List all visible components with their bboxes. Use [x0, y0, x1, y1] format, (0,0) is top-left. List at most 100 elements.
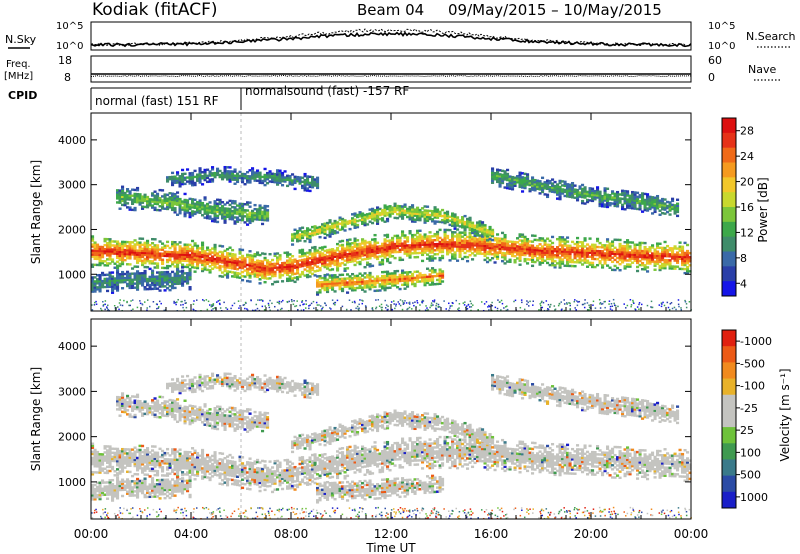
power-cell — [331, 224, 335, 227]
power-cell — [143, 257, 147, 261]
power-cell — [338, 252, 342, 255]
power-cell — [581, 253, 585, 256]
power-cell — [128, 198, 132, 201]
power-cell — [673, 255, 677, 258]
power-cell — [391, 242, 395, 246]
power-cell — [418, 241, 422, 245]
power-cell — [273, 280, 277, 284]
power-cell — [473, 250, 477, 253]
power-cell — [246, 279, 250, 283]
power-cell — [421, 215, 425, 218]
power-cell — [106, 242, 110, 245]
power-speckle — [470, 302, 473, 305]
power-cell — [323, 224, 327, 227]
power-cell — [451, 224, 455, 227]
power-cell — [596, 239, 600, 243]
power-speckle — [539, 304, 542, 307]
power-cell — [496, 243, 500, 246]
power-cell — [213, 220, 217, 223]
power-cell — [533, 234, 537, 238]
power-cell — [413, 220, 417, 223]
power-cell — [338, 264, 342, 267]
power-cell — [346, 238, 350, 242]
power-cell — [126, 248, 130, 252]
power-cell — [358, 260, 362, 264]
power-cell — [498, 183, 502, 186]
power-cell — [298, 275, 302, 278]
power-cell — [471, 242, 475, 245]
power-cell — [213, 218, 217, 221]
power-cell — [298, 249, 302, 252]
power-cell — [521, 239, 525, 242]
power-cell — [323, 284, 327, 288]
power-cell — [308, 236, 312, 240]
power-cell — [451, 222, 455, 225]
power-cell — [501, 241, 505, 245]
power-cell — [173, 255, 177, 258]
power-cell — [231, 259, 235, 262]
power-cell — [633, 249, 637, 252]
power-cell — [256, 216, 260, 219]
power-cell — [416, 235, 420, 239]
power-cell — [481, 227, 485, 230]
power-cell — [441, 280, 445, 283]
power-cell — [401, 277, 405, 280]
power-cell — [111, 240, 115, 243]
power-speckle — [146, 307, 148, 309]
power-cell — [316, 228, 320, 231]
power-cell — [513, 242, 517, 246]
power-cell — [366, 261, 370, 264]
power-cell — [353, 239, 357, 242]
power-speckle — [563, 303, 566, 305]
power-cell — [503, 176, 507, 179]
power-cell — [141, 249, 145, 253]
power-cell — [198, 257, 202, 260]
power-cell — [313, 184, 317, 187]
power-cell — [443, 234, 447, 238]
power-cell — [341, 253, 345, 257]
power-cell — [598, 262, 602, 265]
power-cell — [578, 249, 582, 252]
power-cell — [381, 283, 385, 286]
power-cell — [163, 193, 167, 196]
power-cell — [508, 179, 512, 182]
power-cell — [491, 179, 495, 182]
power-cell — [418, 274, 422, 277]
power-cell — [351, 248, 355, 251]
power-cell — [218, 254, 222, 258]
power-cell — [298, 235, 302, 238]
power-cell — [291, 271, 295, 274]
power-cell — [631, 255, 635, 258]
power-speckle — [299, 304, 301, 307]
power-cell — [336, 263, 340, 266]
power-cell — [428, 255, 432, 258]
power-cell — [191, 251, 195, 255]
power-cell — [688, 270, 692, 273]
power-cell — [676, 257, 680, 260]
power-cell — [353, 259, 357, 263]
power-cell — [686, 243, 690, 247]
power-cell — [616, 256, 620, 260]
power-speckle — [380, 303, 383, 306]
power-cell — [248, 260, 252, 263]
power-cell — [518, 263, 522, 266]
power-speckle — [455, 299, 458, 302]
power-speckle — [414, 301, 416, 303]
power-cell — [428, 275, 432, 278]
power-cell — [213, 206, 217, 209]
power-cell — [653, 256, 657, 259]
power-cell — [108, 256, 112, 259]
power-cell — [511, 177, 515, 181]
power-speckle — [558, 303, 561, 305]
power-speckle — [312, 300, 315, 303]
power-cell — [573, 260, 577, 264]
power-cell — [196, 254, 200, 258]
power-cell — [238, 212, 242, 216]
power-cell — [338, 228, 342, 231]
power-cell — [228, 262, 232, 266]
power-cell — [638, 245, 642, 249]
power-cell — [283, 267, 287, 271]
power-cell — [313, 249, 317, 253]
power-cell — [328, 219, 332, 222]
power-cell — [378, 251, 382, 254]
